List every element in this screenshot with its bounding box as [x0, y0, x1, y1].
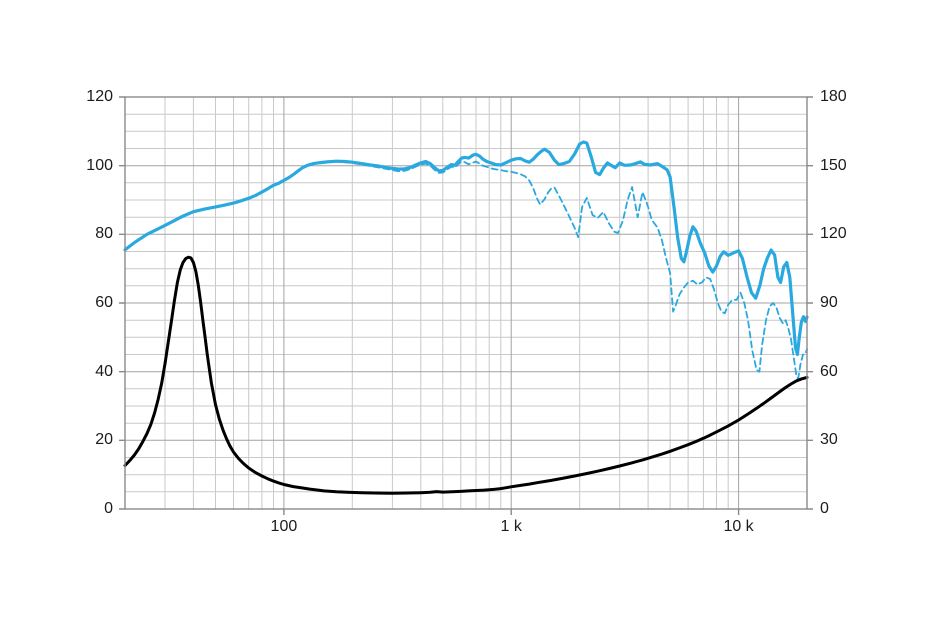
y-axis-right-tick-label: 0: [820, 500, 829, 517]
y-axis-right-tick-label: 150: [820, 156, 847, 174]
y-axis-left-tick-label: 80: [95, 225, 113, 243]
x-axis-tick-label: 1 k: [500, 518, 522, 535]
x-axis-tick-label: 100: [270, 518, 298, 535]
y-axis-left-tick-label: 100: [86, 156, 113, 174]
y-axis-left-tick-label: 20: [95, 431, 113, 449]
y-axis-left-tick-label: 60: [95, 294, 113, 311]
y-axis-left-tick-label: 40: [95, 362, 113, 380]
y-axis-right-tick-label: 120: [820, 225, 847, 243]
y-axis-right-tick-label: 60: [820, 362, 838, 380]
grid-major: [125, 97, 807, 509]
curve-spl-off-axis: [124, 160, 808, 380]
y-axis-left-tick-label: 0: [104, 500, 113, 517]
y-axis-right-tick-label: 180: [820, 88, 847, 105]
y-axis-right-tick-label: 30: [820, 431, 838, 449]
x-axis-tick-label: 10 k: [723, 518, 754, 535]
y-axis-right-tick-label: 90: [820, 294, 838, 311]
y-axis-left-tick-label: 120: [86, 88, 113, 105]
axis-ticks: [119, 96, 813, 515]
curve-impedance: [123, 255, 809, 495]
